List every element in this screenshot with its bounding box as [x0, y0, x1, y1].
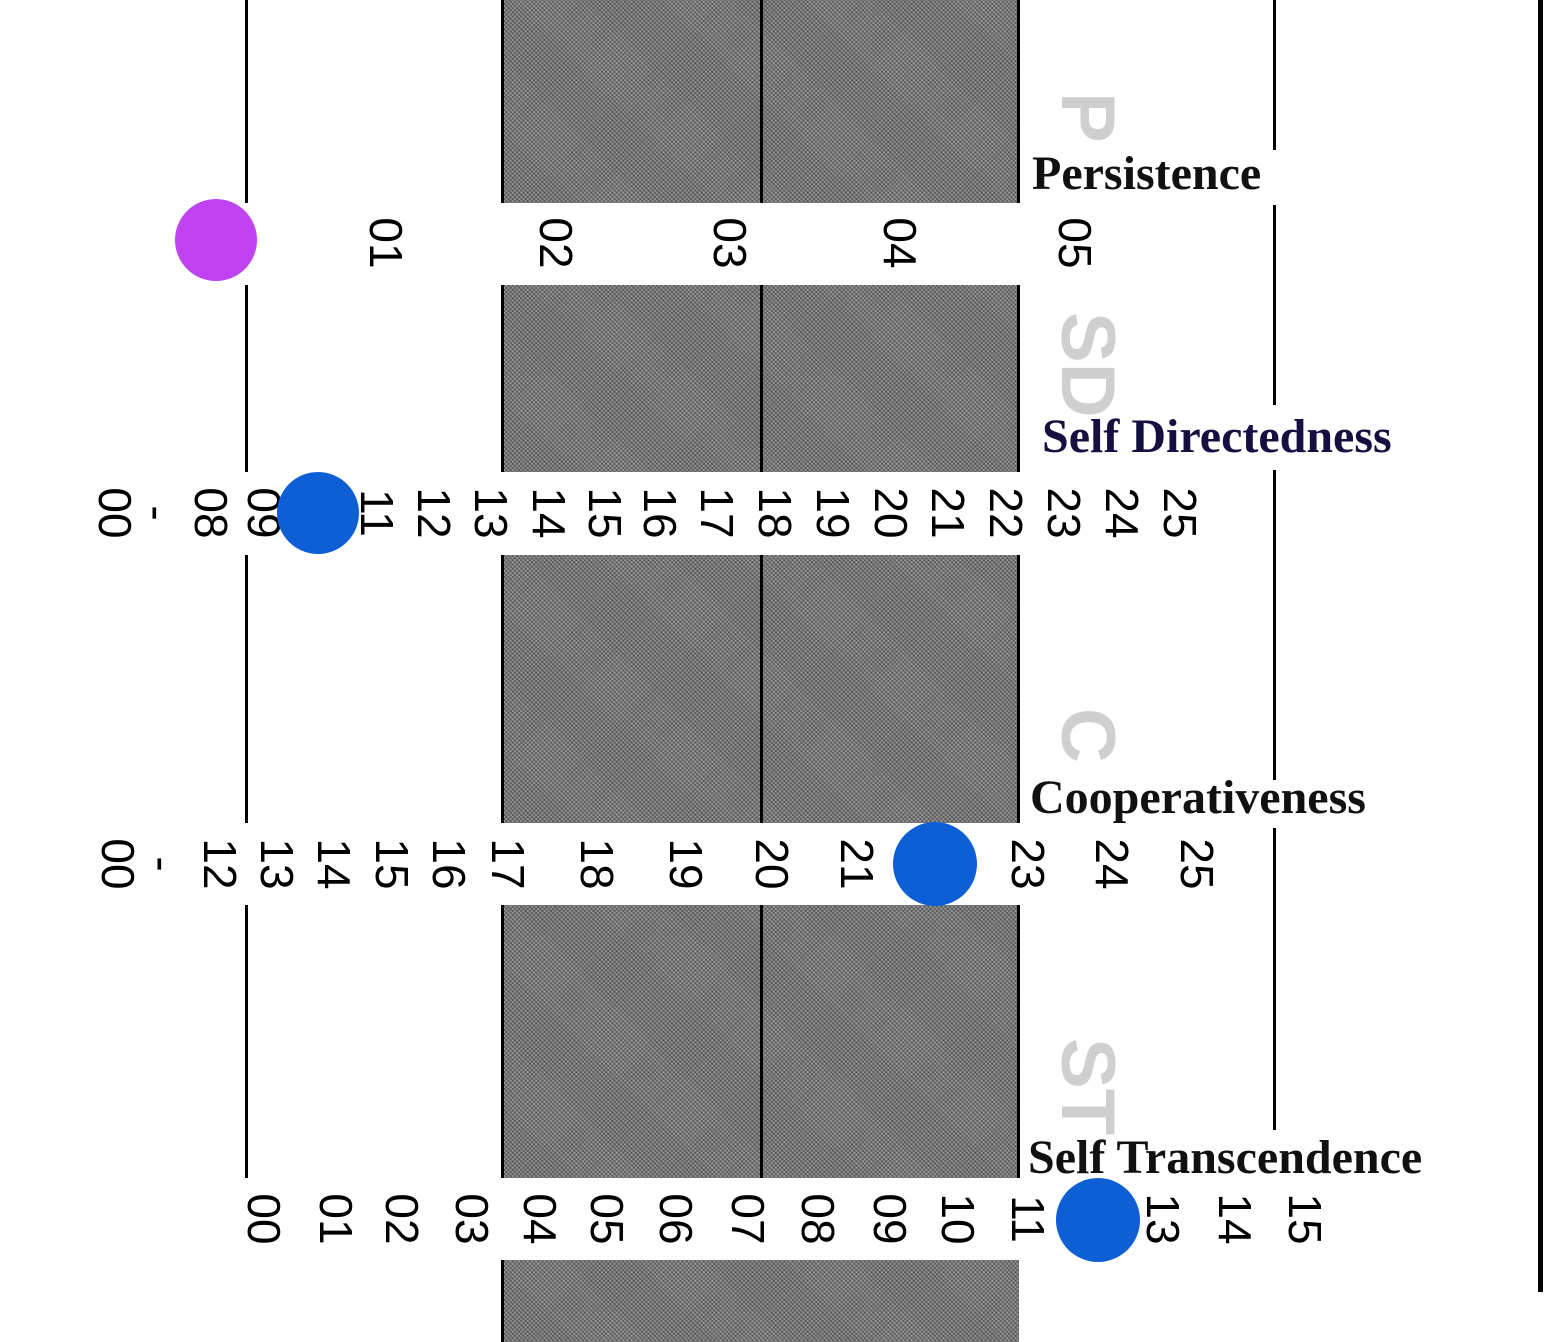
tick-label: 02 — [376, 1193, 428, 1245]
tick-label: 05 — [1049, 217, 1101, 269]
band-center-line — [760, 285, 763, 472]
band-right-edge-line — [1017, 555, 1020, 823]
tick-label: 19 — [807, 487, 859, 539]
tick-label: 03 — [704, 217, 756, 269]
left-reference-line — [245, 285, 248, 472]
tick-label: 21 — [922, 487, 974, 539]
band-right-edge-line — [1017, 905, 1020, 1178]
tick-label: 13 — [251, 838, 303, 890]
tick-label: 24 — [1096, 487, 1148, 539]
tick-label: 21 — [831, 838, 883, 890]
tick-label: 10 — [932, 1193, 984, 1245]
tick-label: 01 — [360, 217, 412, 269]
left-reference-line — [245, 0, 248, 203]
tick-label: 12 — [408, 487, 460, 539]
tick-label: 20 — [865, 487, 917, 539]
tick-label: 06 — [650, 1193, 702, 1245]
abbr-self-transcendence: ST — [1045, 1038, 1130, 1136]
tick-label: 00 — [238, 1193, 290, 1245]
scale-label-self-directedness: Self Directedness — [1042, 410, 1392, 463]
band-center-line — [760, 0, 763, 203]
right-reference-line — [1273, 828, 1276, 1130]
tick-label: - — [132, 505, 184, 521]
tick-label: 14 — [308, 838, 360, 890]
tick-label: 18 — [571, 838, 623, 890]
band-left-edge-line — [501, 285, 504, 472]
score-marker — [277, 472, 359, 554]
tick-label: 23 — [1002, 838, 1054, 890]
band-right-edge-line — [1017, 0, 1020, 203]
tick-label: 16 — [423, 838, 475, 890]
band-right-edge-line — [1017, 285, 1020, 472]
tick-label: 00 — [92, 838, 144, 890]
tick-label: 17 — [482, 838, 534, 890]
tick-label: 03 — [446, 1193, 498, 1245]
tick-label: 09 — [864, 1193, 916, 1245]
tick-label: 11 — [1002, 1195, 1054, 1243]
tick-label: 08 — [792, 1193, 844, 1245]
tick-label: 20 — [746, 838, 798, 890]
tick-label: 07 — [722, 1193, 774, 1245]
scale-label-persistence: Persistence — [1032, 147, 1262, 200]
band-center-line — [760, 555, 763, 823]
tick-label: 13 — [1137, 1193, 1189, 1245]
right-reference-line — [1273, 470, 1276, 780]
tick-label: 18 — [749, 487, 801, 539]
right-border-bar — [1538, 0, 1543, 1292]
right-reference-line — [1273, 0, 1276, 150]
tick-label: 17 — [691, 487, 743, 539]
score-marker — [1056, 1178, 1140, 1262]
tick-label: 13 — [465, 487, 517, 539]
band-center-line — [760, 905, 763, 1178]
tick-label: 15 — [366, 838, 418, 890]
left-reference-line — [245, 905, 248, 1178]
tick-label: 01 — [310, 1193, 362, 1245]
score-marker — [893, 822, 977, 906]
band-left-edge-line — [501, 905, 504, 1178]
band-left-edge-line — [501, 1260, 504, 1342]
tick-label: 19 — [660, 838, 712, 890]
tick-label: 12 — [194, 838, 246, 890]
tick-label: 14 — [1209, 1193, 1261, 1245]
tick-label: - — [137, 856, 189, 872]
left-reference-line — [245, 555, 248, 823]
abbr-persistence: P — [1045, 92, 1130, 143]
band-left-edge-line — [501, 555, 504, 823]
tick-label: 22 — [980, 487, 1032, 539]
tick-label: 16 — [634, 487, 686, 539]
average-band-segment — [503, 1260, 1019, 1342]
tick-label: 15 — [1279, 1193, 1331, 1245]
tick-label: 15 — [579, 487, 631, 539]
tick-label: 08 — [185, 487, 237, 539]
tick-label: 02 — [530, 217, 582, 269]
band-left-edge-line — [501, 0, 504, 203]
tick-label: 04 — [874, 217, 926, 269]
score-marker — [175, 199, 257, 281]
tick-label: 24 — [1086, 838, 1138, 890]
tick-label: 25 — [1154, 487, 1206, 539]
abbr-cooperativeness: C — [1045, 708, 1130, 763]
tick-label: 25 — [1171, 838, 1223, 890]
tick-label: 04 — [514, 1193, 566, 1245]
scale-label-cooperativeness: Cooperativeness — [1030, 771, 1366, 824]
tick-label: 11 — [351, 489, 403, 537]
abbr-self-directedness: SD — [1045, 312, 1130, 418]
tick-label: 14 — [523, 487, 575, 539]
tick-label: 05 — [581, 1193, 633, 1245]
scale-label-self-transcendence: Self Transcendence — [1028, 1131, 1423, 1184]
tick-label: 23 — [1038, 487, 1090, 539]
right-reference-line — [1273, 205, 1276, 405]
